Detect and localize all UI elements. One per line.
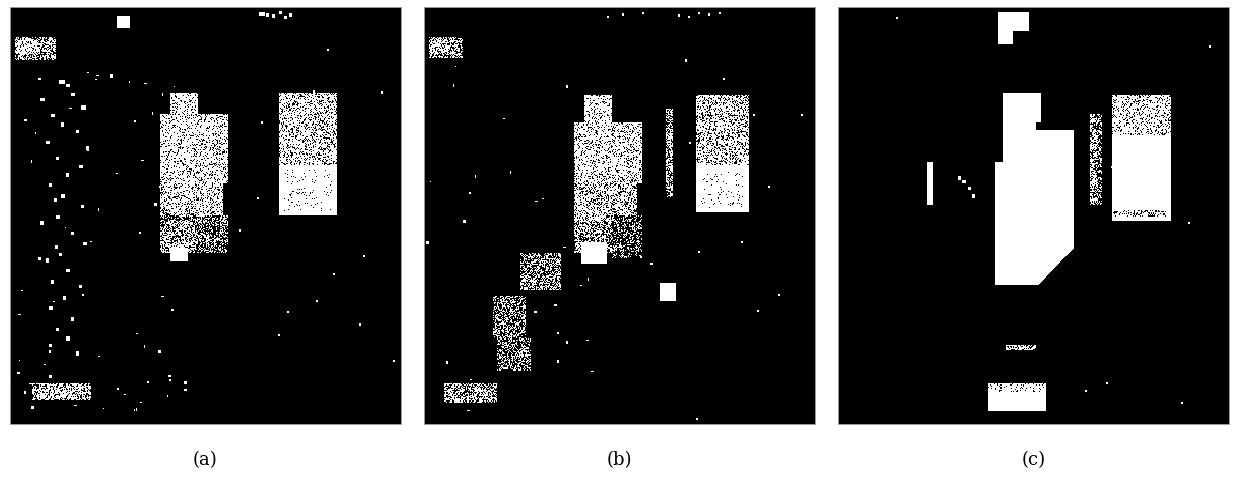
Text: (c): (c)	[1022, 451, 1045, 469]
Text: (a): (a)	[193, 451, 217, 469]
Text: (b): (b)	[606, 451, 632, 469]
